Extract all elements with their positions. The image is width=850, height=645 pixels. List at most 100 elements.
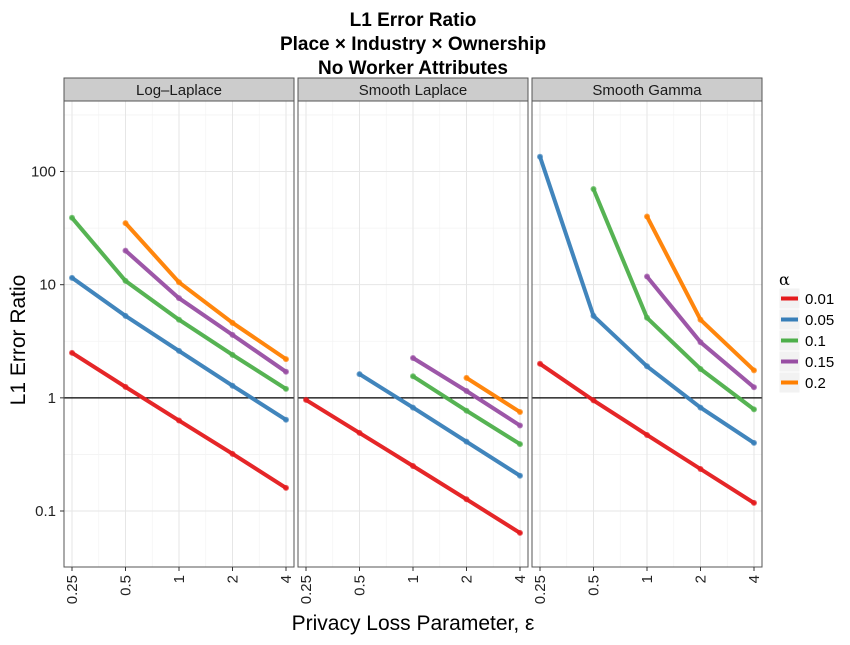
data-point (517, 472, 523, 479)
x-tick-label: 1 (639, 575, 656, 583)
chart-title: L1 Error Ratio Place × Industry × Owners… (280, 10, 546, 79)
data-point (229, 351, 236, 358)
data-point (410, 373, 416, 380)
x-tick-label: 2 (459, 575, 476, 583)
series-line-alpha-0_2 (123, 221, 288, 362)
data-point (283, 416, 289, 423)
facet-strip-label: Smooth Gamma (592, 82, 702, 99)
data-point (644, 363, 650, 370)
data-point (751, 367, 757, 374)
x-axis-title: Privacy Loss Parameter, ε (292, 612, 535, 635)
data-point (356, 371, 363, 378)
series-line-alpha-0_15 (123, 248, 288, 374)
data-point (410, 404, 416, 411)
x-tick-label: 4 (278, 575, 295, 583)
legend: α 0.01 0.05 0.1 0.15 0.2 (778, 270, 834, 394)
data-point (463, 407, 470, 414)
x-tick-label: 0.25 (298, 575, 315, 604)
data-point (697, 316, 704, 323)
data-point (303, 396, 309, 403)
data-point (229, 319, 236, 326)
data-point (69, 214, 75, 221)
data-point (122, 247, 129, 254)
data-point (283, 385, 289, 392)
y-tick-label: 1 (48, 390, 56, 407)
data-point (697, 404, 704, 411)
facet-panel: Log–Laplace 0.25 0.5 1 2 4 (63, 77, 295, 604)
legend-label: 0.01 (805, 291, 834, 308)
data-point (644, 213, 650, 220)
facet-strip (531, 77, 763, 102)
data-point (69, 274, 75, 281)
data-point (697, 339, 704, 346)
data-point (537, 360, 543, 367)
facet-strip (63, 77, 295, 102)
x-tick-label: 0.25 (64, 575, 81, 604)
data-point (463, 496, 470, 503)
x-tick-label: 0.5 (586, 575, 603, 596)
data-point (751, 499, 757, 506)
data-point (751, 406, 757, 413)
data-point (122, 277, 129, 284)
facet-panels: Log–Laplace 0.25 0.5 1 2 4 Smooth Laplace 0.25 0… (63, 77, 763, 604)
x-tick-label: 0.5 (118, 575, 135, 596)
facet-panel: Smooth Laplace 0.25 0.5 1 2 4 (297, 77, 529, 604)
data-point (590, 397, 597, 404)
data-point (463, 438, 470, 445)
x-tick-label: 4 (512, 575, 529, 583)
chart-title-line-3: No Worker Attributes (318, 58, 508, 79)
x-tick-label: 0.5 (352, 575, 369, 596)
data-point (463, 387, 470, 394)
data-point (229, 331, 236, 338)
y-tick-label: 0.1 (35, 503, 56, 520)
data-point (356, 429, 363, 436)
data-point (176, 279, 182, 286)
data-point (590, 312, 597, 319)
data-point (537, 153, 543, 160)
y-axis-title: L1 Error Ratio (7, 275, 30, 406)
y-tick-label: 100 (31, 164, 56, 181)
data-point (283, 356, 289, 363)
y-axis: 0.1 1 10 100 (31, 164, 64, 520)
data-point (590, 186, 597, 193)
data-point (410, 354, 416, 361)
data-point (751, 439, 757, 446)
data-point (283, 484, 289, 491)
data-point (697, 365, 704, 372)
legend-label: 0.1 (805, 333, 826, 350)
data-point (122, 383, 129, 390)
data-point (176, 316, 182, 323)
data-point (517, 529, 523, 536)
data-point (644, 314, 650, 321)
data-point (122, 220, 129, 227)
data-point (283, 368, 289, 375)
x-tick-label: 1 (405, 575, 422, 583)
chart-title-line-2: Place × Industry × Ownership (280, 34, 546, 55)
data-point (122, 312, 129, 319)
facet-strip (297, 77, 529, 102)
series-line-alpha-0_2 (464, 375, 522, 414)
x-tick-label: 2 (693, 575, 710, 583)
legend-label: 0.15 (805, 354, 834, 371)
data-point (517, 422, 523, 429)
x-tick-label: 0.25 (532, 575, 549, 604)
x-tick-label: 2 (225, 575, 242, 583)
data-point (176, 417, 182, 424)
data-point (644, 273, 650, 280)
facet-panel: Smooth Gamma 0.25 0.5 1 2 4 (531, 77, 763, 604)
data-point (176, 295, 182, 302)
data-point (697, 466, 704, 473)
legend-item: 0.15 (778, 350, 834, 373)
facet-strip-label: Log–Laplace (136, 82, 222, 99)
data-point (517, 441, 523, 448)
legend-item: 0.05 (778, 308, 834, 331)
legend-label: 0.05 (805, 312, 834, 329)
chart-title-line-1: L1 Error Ratio (350, 10, 477, 31)
data-point (410, 462, 416, 469)
data-point (517, 408, 523, 415)
legend-item: 0.2 (778, 371, 826, 394)
x-tick-label: 1 (171, 575, 188, 583)
data-point (463, 374, 470, 381)
data-point (751, 384, 757, 391)
